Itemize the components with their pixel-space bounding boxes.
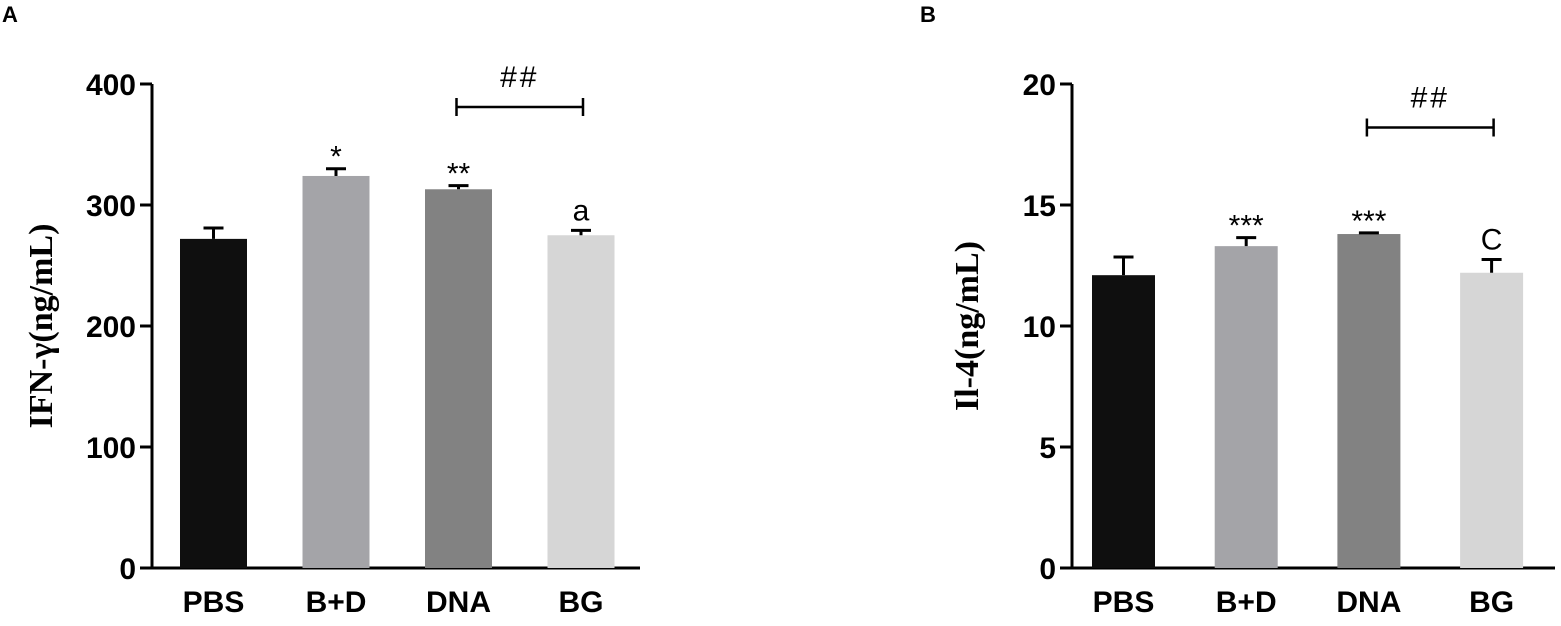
panel-a-comparison-bracket — [455, 97, 585, 116]
panel-b-y-tick-label: 10 — [1023, 311, 1056, 344]
panel-b-x-tick-label: DNA — [1336, 586, 1401, 619]
panel-b-bar — [1092, 275, 1155, 568]
panel-a-error-bar — [326, 167, 346, 176]
panel-b-error-bar — [1113, 255, 1134, 276]
panel-b-error-bar — [1358, 231, 1379, 235]
panel-b-x-tick-label: PBS — [1093, 586, 1155, 619]
panel-a-bar — [302, 175, 370, 568]
panel-b-bar — [1337, 234, 1401, 569]
panel-b-y-tick-label: 5 — [1039, 432, 1056, 465]
panel-b-significance-label: *** — [1351, 205, 1386, 238]
panel-a-y-tick-label: 300 — [86, 190, 136, 223]
panel-a-bar — [547, 235, 615, 568]
panel-a-letter: A — [2, 2, 18, 27]
panel-a-y-tick-label: 400 — [86, 69, 136, 102]
panel-b-comparison-bracket — [1365, 118, 1495, 137]
panel-b-y-tick-label: 0 — [1039, 553, 1056, 586]
panel-b-bar — [1214, 246, 1278, 568]
panel-a-x-tick-label: B+D — [306, 586, 367, 619]
panel-a-significance-label: * — [330, 141, 342, 174]
panel-a-error-bar — [571, 228, 591, 236]
panel-a-bar — [180, 238, 247, 568]
panel-b-significance-label: *** — [1229, 210, 1264, 243]
panel-b-letter: B — [920, 2, 936, 27]
panel-b-y-axis-title: Il-4(ng/mL) — [949, 241, 986, 411]
panel-a-x-tick-label: DNA — [426, 586, 491, 619]
panel-a-y-tick-label: 200 — [86, 311, 136, 344]
panel-b-y-tick-label: 20 — [1023, 69, 1056, 102]
panel-a-error-bar — [203, 226, 224, 239]
panel-b-y-tick-label: 15 — [1023, 190, 1056, 223]
panel-a-x-tick-label: BG — [559, 586, 604, 619]
panel-a-y-axis-title: IFN-γ(ng/mL) — [23, 224, 60, 429]
panel-b: B Il-4(ng/mL) 0 5 10 15 20 PBS B+D *** DNA *** BG C… — [920, 2, 1555, 619]
panel-b-error-bar — [1236, 236, 1257, 247]
panel-a-significance-label: a — [573, 194, 590, 227]
panel-a-bar — [425, 189, 492, 568]
panel-a-y-tick-label: 100 — [86, 432, 136, 465]
panel-b-bar — [1460, 272, 1524, 568]
panel-b-x-tick-label: BG — [1469, 586, 1514, 619]
panel-b-error-bar — [1481, 257, 1502, 273]
panel-a: A IFN-γ(ng/mL) 0 100 200 300 400 PBS B+D * DNA **… — [2, 2, 640, 619]
panel-a-y-tick-label: 0 — [119, 553, 136, 586]
panel-b-bracket-label: ## — [1411, 82, 1450, 115]
panel-a-significance-label: ** — [447, 158, 471, 191]
panel-a-bracket-label: ## — [500, 61, 539, 94]
panel-a-x-tick-label: PBS — [183, 586, 245, 619]
panel-a-error-bar — [448, 184, 469, 190]
panel-b-x-tick-label: B+D — [1216, 586, 1277, 619]
panel-b-significance-label: C — [1481, 223, 1503, 256]
